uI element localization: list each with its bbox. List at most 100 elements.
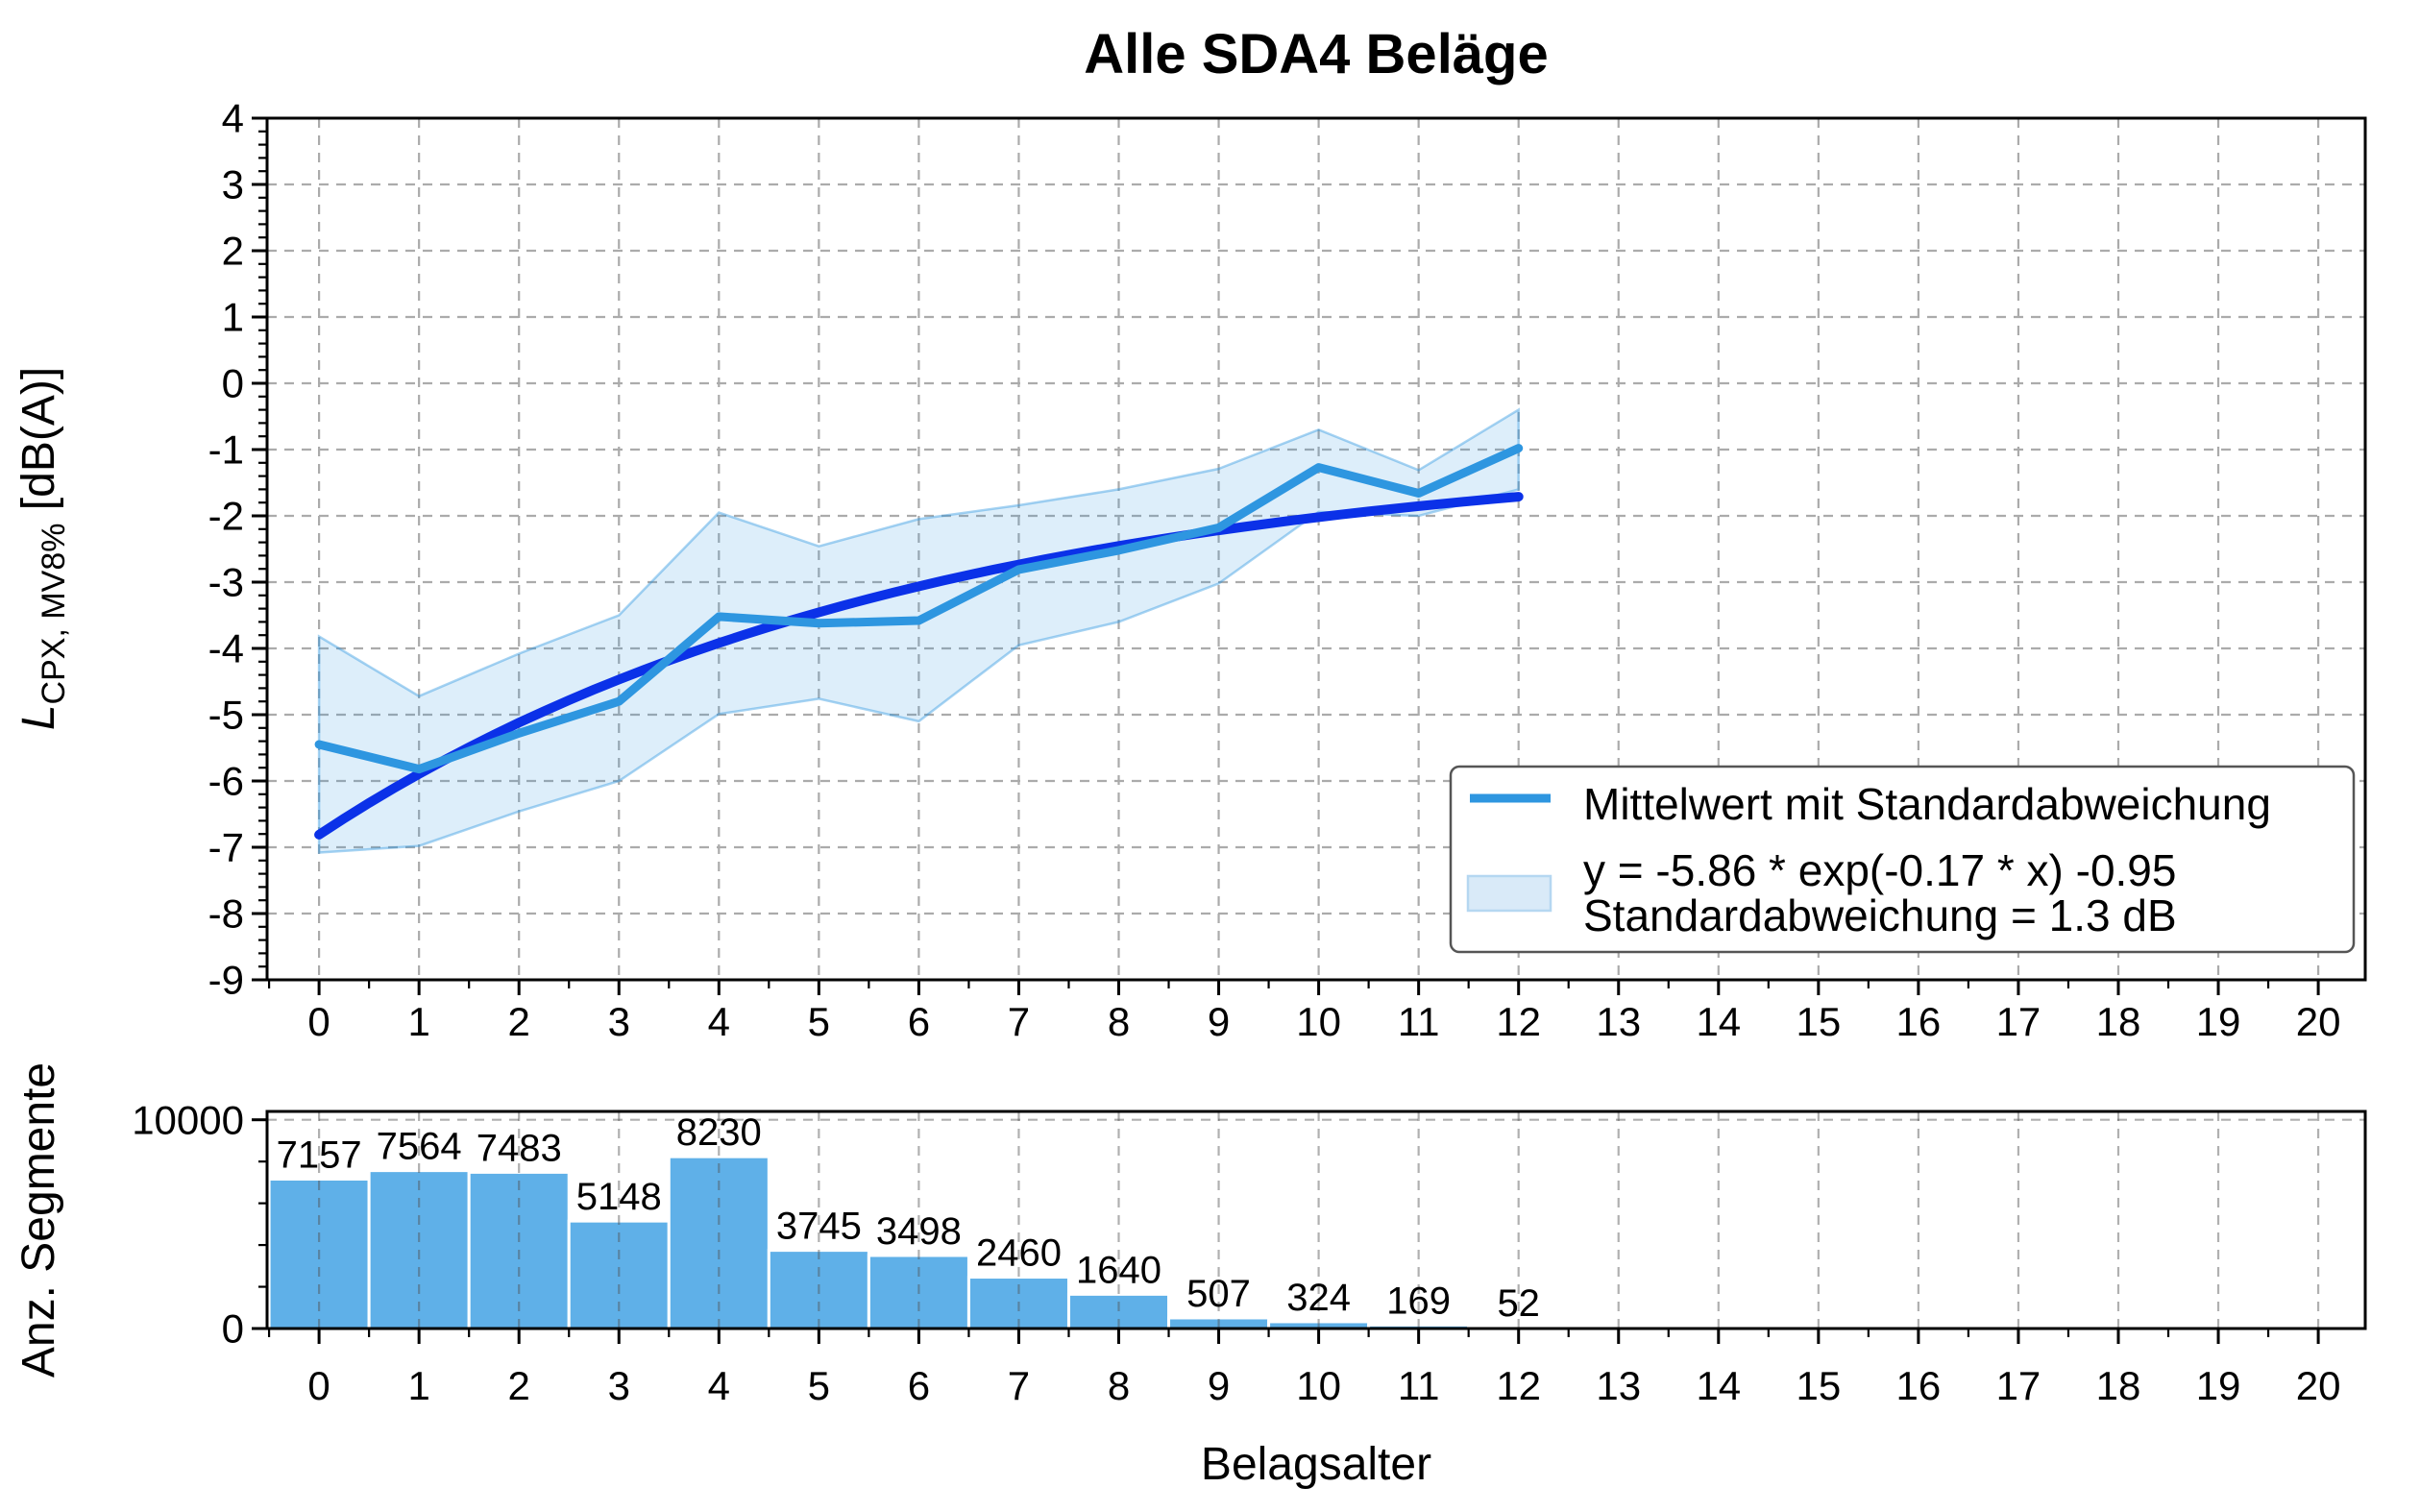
- bottom-bar-value-labels: 7157 7564 7483 5148 8230 3745 3498 2460 1640 507 3…: [277, 1111, 1540, 1325]
- chart-title: Alle SDA4 Beläge: [1084, 23, 1549, 85]
- x-tick-label: 13: [1596, 999, 1641, 1044]
- y-tick-label: 3: [222, 162, 244, 207]
- bar-value-label: 52: [1497, 1282, 1540, 1325]
- y-tick-label: 4: [222, 96, 244, 141]
- x-tick-label: 5: [808, 999, 830, 1044]
- legend-band-swatch: [1466, 874, 1552, 913]
- y-tick-label: 0: [222, 361, 244, 406]
- mean-line: [314, 444, 1524, 774]
- top-data-layer: [314, 407, 1524, 854]
- x-tick-label: 15: [1796, 999, 1841, 1044]
- x-tick-label: 18: [2096, 999, 2141, 1044]
- x-tick-label: 19: [2196, 1363, 2241, 1408]
- bar-value-label: 5148: [576, 1176, 662, 1218]
- x-tick-label: 5: [808, 1363, 830, 1408]
- bar: [767, 1249, 870, 1330]
- x-tick-label: 17: [1996, 999, 2041, 1044]
- bar: [467, 1170, 571, 1330]
- y-tick-label: -8: [208, 891, 244, 937]
- ylabel-units: [dB(A)]: [13, 367, 64, 524]
- top-ticks: 0 1 2 3 4 5 6 7 8 9 10 11 12 13 14 15 16 17 18 19 2043210-1-…: [208, 96, 2341, 1044]
- x-axis-label: Belagsalter: [1201, 1439, 1431, 1490]
- bar: [267, 1177, 371, 1330]
- y-tick-label: 1: [222, 295, 244, 340]
- y-tick-label: -7: [208, 825, 244, 870]
- y-tick-label: -2: [208, 494, 244, 539]
- bar-value-label: 2460: [976, 1232, 1062, 1275]
- y-tick-label: -3: [208, 560, 244, 605]
- x-tick-label: 9: [1208, 999, 1230, 1044]
- x-tick-label: 7: [1008, 999, 1030, 1044]
- bottom-gridlines: [267, 1111, 2365, 1329]
- y-tick-label: -1: [208, 427, 244, 473]
- x-tick-label: 17: [1996, 1363, 2041, 1408]
- x-tick-label: 4: [708, 1363, 730, 1408]
- bar-value-label: 169: [1386, 1280, 1451, 1322]
- top-y-axis-label: LCPX, MV8% [dB(A)]: [13, 367, 72, 730]
- x-tick-label: 16: [1896, 1363, 1942, 1408]
- x-tick-label: 0: [307, 999, 330, 1044]
- y-tick-label: -4: [208, 626, 244, 671]
- bar-value-label: 7483: [477, 1127, 562, 1169]
- x-tick-label: 3: [608, 999, 630, 1044]
- ylabel-subscript: CPX, MV8%: [36, 524, 72, 705]
- x-tick-label: 20: [2296, 1363, 2341, 1408]
- bar-value-label: 324: [1286, 1277, 1351, 1319]
- std-band: [317, 407, 1520, 854]
- bar-value-label: 7157: [277, 1134, 362, 1176]
- x-tick-label: 13: [1596, 1363, 1641, 1408]
- bottom-bars-layer: [267, 1155, 1571, 1330]
- x-tick-label: 2: [508, 1363, 530, 1408]
- bar: [667, 1155, 770, 1330]
- legend-entry-fit-formula: y = -5.86 * exp(-0.17 * x) -0.95: [1583, 845, 2176, 895]
- x-tick-label: 18: [2096, 1363, 2141, 1408]
- bar-value-label: 7564: [377, 1126, 462, 1168]
- x-tick-label: 12: [1496, 1363, 1541, 1408]
- y-tick-label: -6: [208, 759, 244, 804]
- x-tick-label: 12: [1496, 999, 1541, 1044]
- y-tick-label: -5: [208, 693, 244, 738]
- x-tick-label: 4: [708, 999, 730, 1044]
- legend-entry-fit-std: Standardabweichung = 1.3 dB: [1583, 890, 2177, 940]
- x-tick-label: 14: [1696, 999, 1741, 1044]
- y-tick-label: 0: [222, 1306, 244, 1352]
- legend-box: [1449, 765, 2356, 954]
- bar-value-label: 507: [1186, 1273, 1251, 1315]
- bottom-y-axis-label: Anz. Segmente: [13, 1062, 64, 1378]
- y-tick-label: -9: [208, 958, 244, 1003]
- legend: Mittelwert mit Standardabweichung y = -5…: [1449, 765, 2356, 954]
- x-tick-label: 1: [407, 999, 429, 1044]
- x-tick-label: 6: [908, 1363, 930, 1408]
- x-tick-label: 2: [508, 999, 530, 1044]
- x-tick-label: 11: [1398, 1363, 1440, 1408]
- bar-value-label: 1640: [1076, 1249, 1161, 1291]
- x-tick-label: 1: [407, 1363, 429, 1408]
- legend-entry-mean: Mittelwert mit Standardabweichung: [1583, 779, 2271, 829]
- x-tick-label: 20: [2296, 999, 2341, 1044]
- bar-value-label: 3745: [776, 1206, 862, 1248]
- x-tick-label: 15: [1796, 1363, 1841, 1408]
- x-tick-label: 7: [1008, 1363, 1030, 1408]
- bar: [966, 1276, 1070, 1330]
- x-tick-label: 11: [1398, 999, 1440, 1044]
- bar-value-label: 3498: [876, 1210, 962, 1253]
- x-tick-label: 14: [1696, 1363, 1741, 1408]
- bottom-axes-frame: [265, 1110, 2367, 1330]
- y-tick-label: 2: [222, 229, 244, 274]
- ylabel-symbol: L: [13, 704, 64, 730]
- x-tick-label: 6: [908, 999, 930, 1044]
- bar-value-label: 8230: [676, 1111, 762, 1154]
- x-tick-label: 19: [2196, 999, 2241, 1044]
- x-tick-label: 8: [1108, 1363, 1130, 1408]
- x-tick-label: 0: [307, 1363, 330, 1408]
- x-tick-label: 16: [1896, 999, 1942, 1044]
- fit-line: [314, 492, 1524, 840]
- y-tick-label: 10000: [132, 1097, 244, 1142]
- x-tick-label: 3: [608, 1363, 630, 1408]
- x-tick-label: 10: [1296, 1363, 1341, 1408]
- x-tick-label: 9: [1208, 1363, 1230, 1408]
- x-tick-label: 10: [1296, 999, 1341, 1044]
- x-tick-label: 8: [1108, 999, 1130, 1044]
